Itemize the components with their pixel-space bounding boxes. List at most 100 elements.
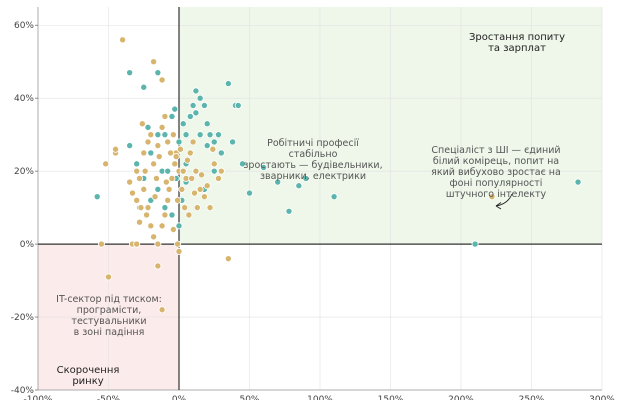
data-point-teal (229, 138, 237, 146)
x-tick-label: 50% (239, 395, 259, 400)
data-point-teal (285, 207, 293, 215)
data-point-tan (150, 58, 158, 66)
annotation-ai-line-4: фоні популярності (450, 178, 543, 189)
data-point-tan (151, 193, 159, 201)
data-point-teal (161, 131, 169, 139)
data-point-tan (189, 138, 197, 146)
x-tick-label: 300% (589, 395, 615, 400)
data-point-tan (154, 262, 162, 270)
data-point-teal (179, 120, 187, 128)
data-point-tan (192, 167, 200, 175)
data-point-tan (144, 204, 152, 212)
data-point-tan (158, 222, 166, 230)
data-point-teal (154, 69, 162, 77)
data-point-teal (154, 131, 162, 139)
data-point-teal (192, 87, 200, 95)
annotation-ai-line-1: Спеціаліст з ШІ — єдиний (431, 145, 560, 156)
data-point-tan (105, 273, 113, 281)
data-point-tan (144, 138, 152, 146)
data-point-teal (224, 80, 232, 88)
data-point-teal (295, 182, 303, 190)
data-point-tan (167, 149, 175, 157)
annotation-workers-line-3: зростають — будівельники, (243, 160, 382, 171)
data-point-tan (155, 153, 163, 161)
annotation-it-line-3: тестувальники (71, 316, 146, 327)
data-point-teal (274, 178, 282, 186)
data-point-tan (141, 167, 149, 175)
data-point-teal (214, 131, 222, 139)
data-point-teal (302, 174, 310, 182)
data-point-teal (574, 178, 582, 186)
y-tick-label: 40% (14, 94, 34, 104)
data-point-tan (169, 131, 177, 139)
data-point-tan (172, 153, 180, 161)
data-point-tan (140, 185, 148, 193)
data-point-tan (196, 185, 204, 193)
x-tick-label: -100% (24, 395, 53, 400)
annotation-top-right-line-2: та зарплат (488, 43, 546, 54)
data-point-tan (168, 174, 176, 182)
data-point-teal (126, 69, 134, 77)
x-tick-label: 100% (307, 395, 333, 400)
annotation-it-line-4: в зоні падіння (74, 327, 145, 338)
data-point-teal (196, 94, 204, 102)
data-point-tan (154, 142, 162, 150)
data-point-teal (133, 160, 141, 168)
data-point-teal (168, 112, 176, 120)
annotation-workers-line-4: зварники, електрики (260, 171, 366, 182)
data-point-teal (161, 204, 169, 212)
data-point-teal (189, 101, 197, 109)
data-point-tan (154, 240, 162, 248)
annotation-workers-line-1: Робітничі професії (267, 138, 359, 149)
annotation-ai-line-2: білий комірець, попит на (433, 156, 559, 167)
data-point-tan (217, 167, 225, 175)
data-point-tan (210, 160, 218, 168)
data-point-teal (168, 211, 176, 219)
data-point-tan (186, 149, 194, 157)
x-tick-label: 200% (448, 395, 474, 400)
data-point-teal (217, 149, 225, 157)
data-point-tan (161, 211, 169, 219)
data-point-tan (126, 178, 134, 186)
data-point-teal (164, 167, 172, 175)
data-point-tan (112, 145, 120, 153)
data-point-tan (158, 306, 166, 314)
data-point-tan (136, 174, 144, 182)
annotation-ai-arrow (495, 193, 513, 207)
data-point-teal (186, 112, 194, 120)
data-point-tan (147, 222, 155, 230)
data-point-tan (162, 178, 170, 186)
annotation-it-line-2: програмісти, (77, 305, 142, 316)
data-point-tan (128, 189, 136, 197)
data-point-teal (175, 222, 183, 230)
data-point-teal (203, 142, 211, 150)
data-point-tan (147, 131, 155, 139)
data-point-tan (176, 145, 184, 153)
data-point-teal (93, 193, 101, 201)
data-point-tan (169, 226, 177, 234)
data-point-tan (97, 240, 105, 248)
data-point-tan (224, 255, 232, 263)
data-point-tan (164, 138, 172, 146)
data-point-teal (206, 131, 214, 139)
data-point-tan (174, 240, 182, 248)
data-point-tan (133, 167, 141, 175)
data-point-teal (144, 123, 152, 131)
data-point-teal (234, 101, 242, 109)
annotation-top-right-line-1: Зростання попиту (469, 32, 565, 43)
data-point-tan (138, 120, 146, 128)
data-point-tan (175, 247, 183, 255)
data-point-tan (209, 145, 217, 153)
data-point-teal (171, 105, 179, 113)
y-tick-label: 0% (20, 240, 35, 250)
data-point-tan (102, 160, 110, 168)
data-point-tan (198, 171, 206, 179)
data-point-tan (150, 233, 158, 241)
annotation-bottom-left-line-1: Скорочення (57, 365, 120, 376)
data-point-teal (200, 101, 208, 109)
data-point-teal (140, 83, 148, 91)
data-point-tan (152, 174, 160, 182)
data-point-tan (143, 211, 151, 219)
data-point-tan (181, 204, 189, 212)
